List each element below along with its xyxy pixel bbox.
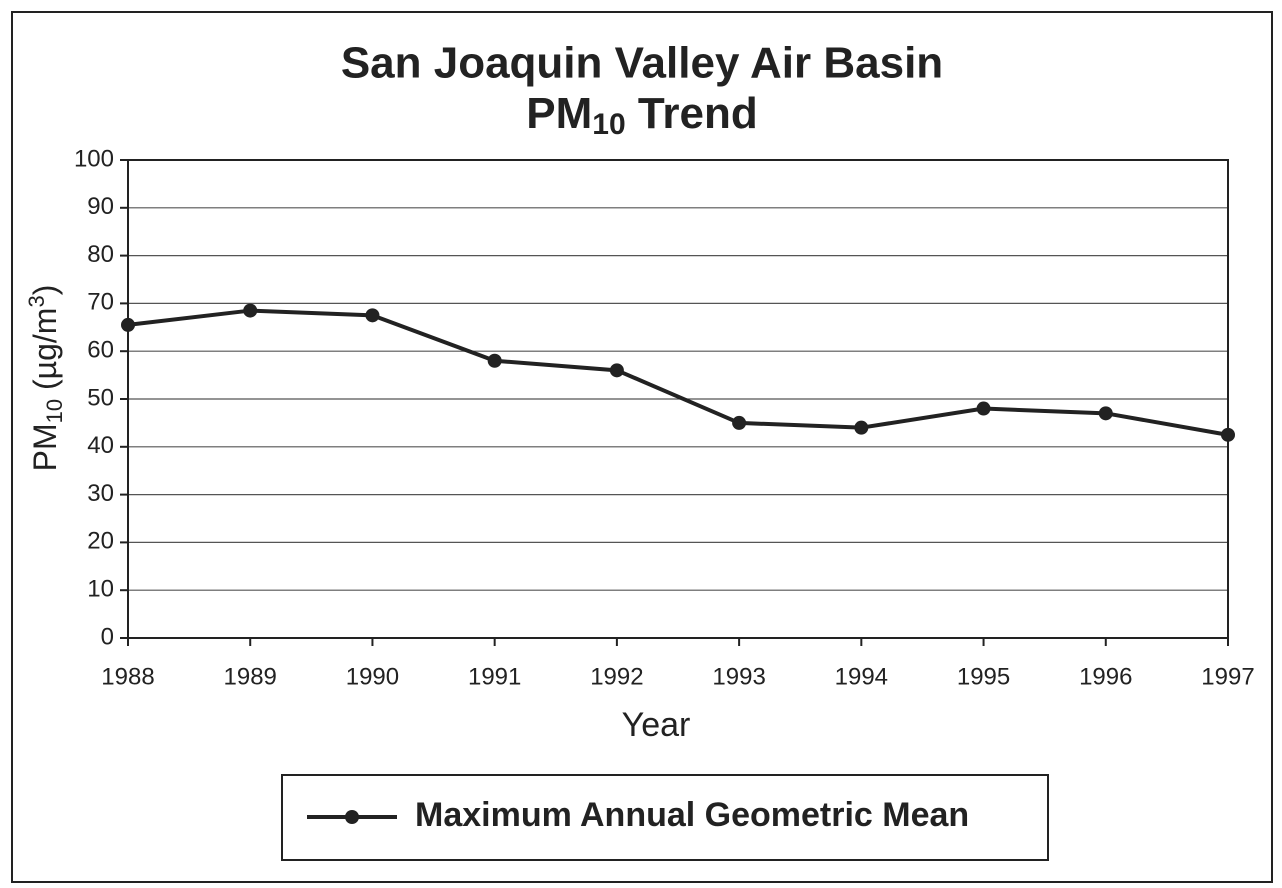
plot-area bbox=[127, 159, 1229, 639]
x-tick-label: 1997 bbox=[1201, 663, 1254, 690]
series-line bbox=[127, 308, 1229, 437]
y-tick-label: 100 bbox=[74, 145, 114, 172]
legend-box bbox=[281, 774, 1049, 861]
y-tick-label: 70 bbox=[87, 289, 114, 316]
x-tick-label: 1994 bbox=[835, 663, 888, 690]
chart-title: San Joaquin Valley Air Basin bbox=[341, 39, 943, 88]
chart-title: PM10 Trend bbox=[526, 89, 757, 141]
legend-label: Maximum Annual Geometric Mean bbox=[415, 796, 969, 834]
y-tick-label: 20 bbox=[87, 528, 114, 555]
y-title-part: ) bbox=[27, 285, 63, 296]
x-tick-label: 1991 bbox=[468, 663, 521, 690]
y-title-subscript: 10 bbox=[42, 399, 67, 423]
data-point bbox=[121, 317, 135, 332]
data-point bbox=[854, 420, 869, 435]
legend-marker bbox=[345, 810, 359, 824]
x-tick-label: 1989 bbox=[224, 663, 277, 690]
x-axis-title: Year bbox=[622, 706, 691, 744]
y-tick-label: 0 bbox=[101, 623, 114, 650]
y-tick-label: 80 bbox=[87, 241, 114, 268]
x-tick-label: 1996 bbox=[1079, 663, 1132, 690]
data-point bbox=[1098, 406, 1113, 421]
data-point bbox=[243, 303, 258, 318]
title-subscript: 10 bbox=[592, 108, 625, 141]
x-tick-label: 1988 bbox=[101, 663, 154, 690]
data-point bbox=[365, 308, 380, 323]
x-tick-label: 1995 bbox=[957, 663, 1010, 690]
y-title-part: PM bbox=[27, 423, 63, 471]
y-tick-label: 60 bbox=[87, 337, 114, 364]
x-tick-label: 1990 bbox=[346, 663, 399, 690]
title-part: Trend bbox=[626, 89, 758, 138]
data-point bbox=[1221, 427, 1235, 442]
y-tick-label: 40 bbox=[87, 432, 114, 459]
y-title-part: (µg/m bbox=[27, 308, 63, 399]
y-tick-label: 10 bbox=[87, 576, 114, 603]
data-point bbox=[976, 401, 991, 416]
data-point bbox=[732, 415, 747, 430]
y-tick-label: 90 bbox=[87, 193, 114, 220]
y-tick-label: 50 bbox=[87, 384, 114, 411]
data-point bbox=[609, 363, 624, 378]
title-part: PM bbox=[526, 89, 592, 138]
x-tick-label: 1993 bbox=[712, 663, 765, 690]
y-title-superscript: 3 bbox=[24, 295, 49, 307]
y-axis-title: PM10 (µg/m3) bbox=[24, 285, 67, 472]
y-tick-label: 30 bbox=[87, 480, 114, 507]
data-point bbox=[487, 353, 502, 368]
x-tick-label: 1992 bbox=[590, 663, 643, 690]
